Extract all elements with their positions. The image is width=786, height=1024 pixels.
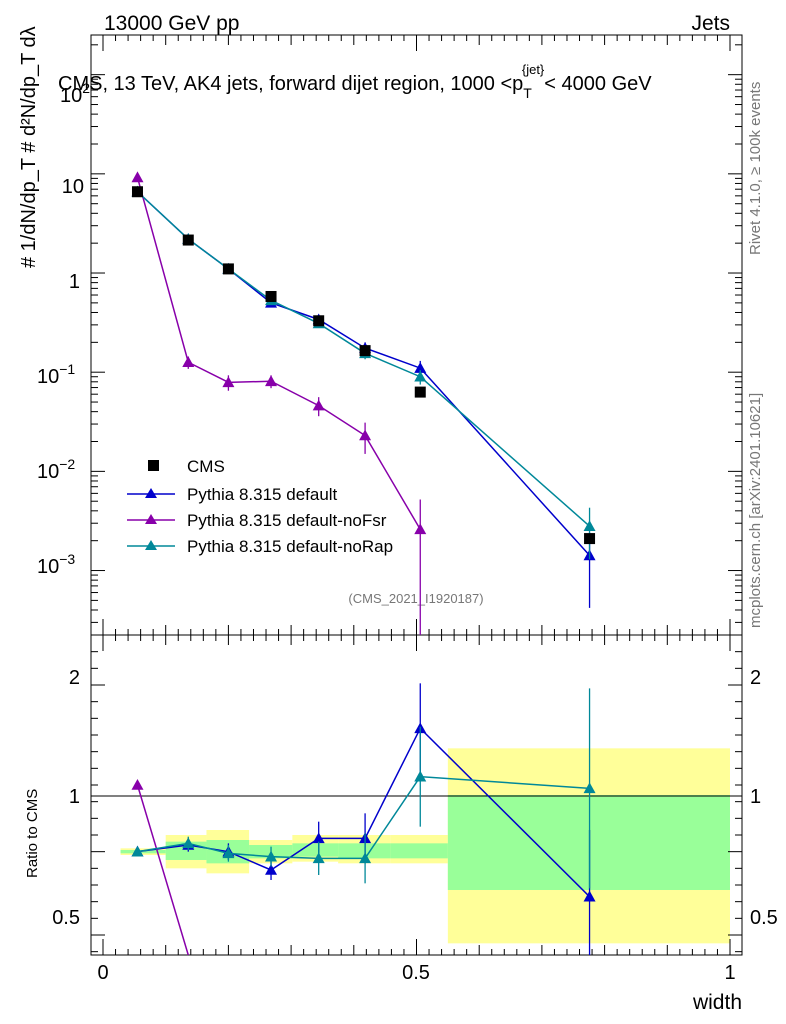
x-tick-1: 1 xyxy=(724,962,735,984)
main-series xyxy=(131,171,596,635)
ratio-tick-labels-left: 2 1 0.5 xyxy=(52,667,80,929)
legend-label-cms: CMS xyxy=(187,457,225,476)
legend-label-default: Pythia 8.315 default xyxy=(187,485,338,504)
header-right: Jets xyxy=(691,12,730,35)
legend-marker-norap xyxy=(145,540,157,550)
header-left: 13000 GeV pp xyxy=(104,12,239,35)
legend-marker-nofsr xyxy=(145,514,157,524)
data-point-cms xyxy=(584,533,596,545)
plot-title: CMS, 13 TeV, AK4 jets, forward dijet reg… xyxy=(58,62,652,101)
x-axis-label: width xyxy=(692,991,742,1014)
main-point-1 xyxy=(414,523,427,535)
legend-label-norap: Pythia 8.315 default-noRap xyxy=(187,537,393,556)
legend: CMS Pythia 8.315 default Pythia 8.315 de… xyxy=(127,457,393,556)
ratio-tick-0.5: 0.5 xyxy=(52,907,80,929)
y-tick-label-100: 102 xyxy=(60,80,90,107)
ratio-band-green-5 xyxy=(338,843,391,859)
ratio-series xyxy=(131,683,596,956)
main-point-1 xyxy=(312,399,325,411)
y-tick-label-0.01: 10−2 xyxy=(37,456,75,483)
ratio-point-2 xyxy=(312,852,325,864)
ratio-band-green-4 xyxy=(292,843,339,857)
main-line-2 xyxy=(136,191,591,527)
ratio-line-0 xyxy=(137,727,591,898)
ratio-y-label: Ratio to CMS xyxy=(24,789,41,878)
y-tick-label-1: 1 xyxy=(69,271,80,293)
analysis-watermark: (CMS_2021_I1920187) xyxy=(348,591,483,606)
legend-label-nofsr: Pythia 8.315 default-noFsr xyxy=(187,511,387,530)
ratio-tick-1: 1 xyxy=(69,786,80,808)
main-point-1 xyxy=(131,171,144,183)
ratio-tick-right-2: 2 xyxy=(750,667,761,689)
data-point-cms xyxy=(222,263,234,275)
ratio-point-0 xyxy=(583,890,596,902)
ratio-tick-labels-right: 2 1 0.5 xyxy=(750,667,778,929)
ratio-y-ticks xyxy=(91,651,742,953)
main-point-2 xyxy=(583,520,596,531)
main-y-tick-labels: 102 10 1 10−1 10−2 10−3 xyxy=(37,80,90,578)
main-point-0 xyxy=(414,362,427,373)
ratio-point-2 xyxy=(222,847,235,859)
data-point-cms xyxy=(414,386,426,398)
ratio-line-2 xyxy=(137,775,590,860)
ratio-tick-2: 2 xyxy=(69,667,80,689)
data-point-cms xyxy=(131,186,143,198)
x-ticks xyxy=(102,35,731,955)
legend-marker-cms xyxy=(148,460,159,471)
y-tick-label-0.001: 10−3 xyxy=(37,551,75,578)
ratio-point-0 xyxy=(312,832,325,844)
x-tick-0.5: 0.5 xyxy=(402,962,430,984)
data-point-cms xyxy=(313,315,325,327)
ratio-point-2 xyxy=(359,852,372,864)
x-tick-labels: 0 0.5 1 xyxy=(97,962,735,984)
y-axis-label: # 1/dN/dp_T # d²N/dp_T dλ xyxy=(18,26,40,268)
rivet-label: Rivet 4.1.0, ≥ 100k events xyxy=(747,82,764,255)
y-tick-label-0.1: 10−1 xyxy=(37,361,75,388)
main-y-ticks xyxy=(91,44,742,623)
ratio-point-2 xyxy=(414,770,427,782)
data-point-cms xyxy=(182,234,194,246)
main-point-1 xyxy=(182,356,195,368)
main-point-1 xyxy=(359,429,372,441)
ratio-tick-right-1: 1 xyxy=(750,786,761,808)
ratio-tick-right-0.5: 0.5 xyxy=(750,907,778,929)
ratio-point-0 xyxy=(265,864,278,875)
data-point-cms xyxy=(359,345,371,357)
main-point-1 xyxy=(265,375,278,387)
ratio-point-2 xyxy=(182,837,195,849)
main-point-1 xyxy=(222,376,235,388)
ratio-point-2 xyxy=(265,850,278,862)
ratio-point-2 xyxy=(131,845,144,857)
main-point-2 xyxy=(414,370,427,382)
ratio-line-1 xyxy=(136,784,189,956)
legend-marker-default xyxy=(145,488,157,498)
y-tick-label-10: 10 xyxy=(62,176,84,198)
ratio-band-green-6 xyxy=(390,843,448,859)
data-point-cms xyxy=(265,290,277,302)
ratio-point-1 xyxy=(131,779,144,790)
mcplots-label: mcplots.cern.ch [arXiv:2401.10621] xyxy=(747,393,764,628)
x-tick-0: 0 xyxy=(97,962,108,984)
ratio-point-2 xyxy=(583,782,596,794)
